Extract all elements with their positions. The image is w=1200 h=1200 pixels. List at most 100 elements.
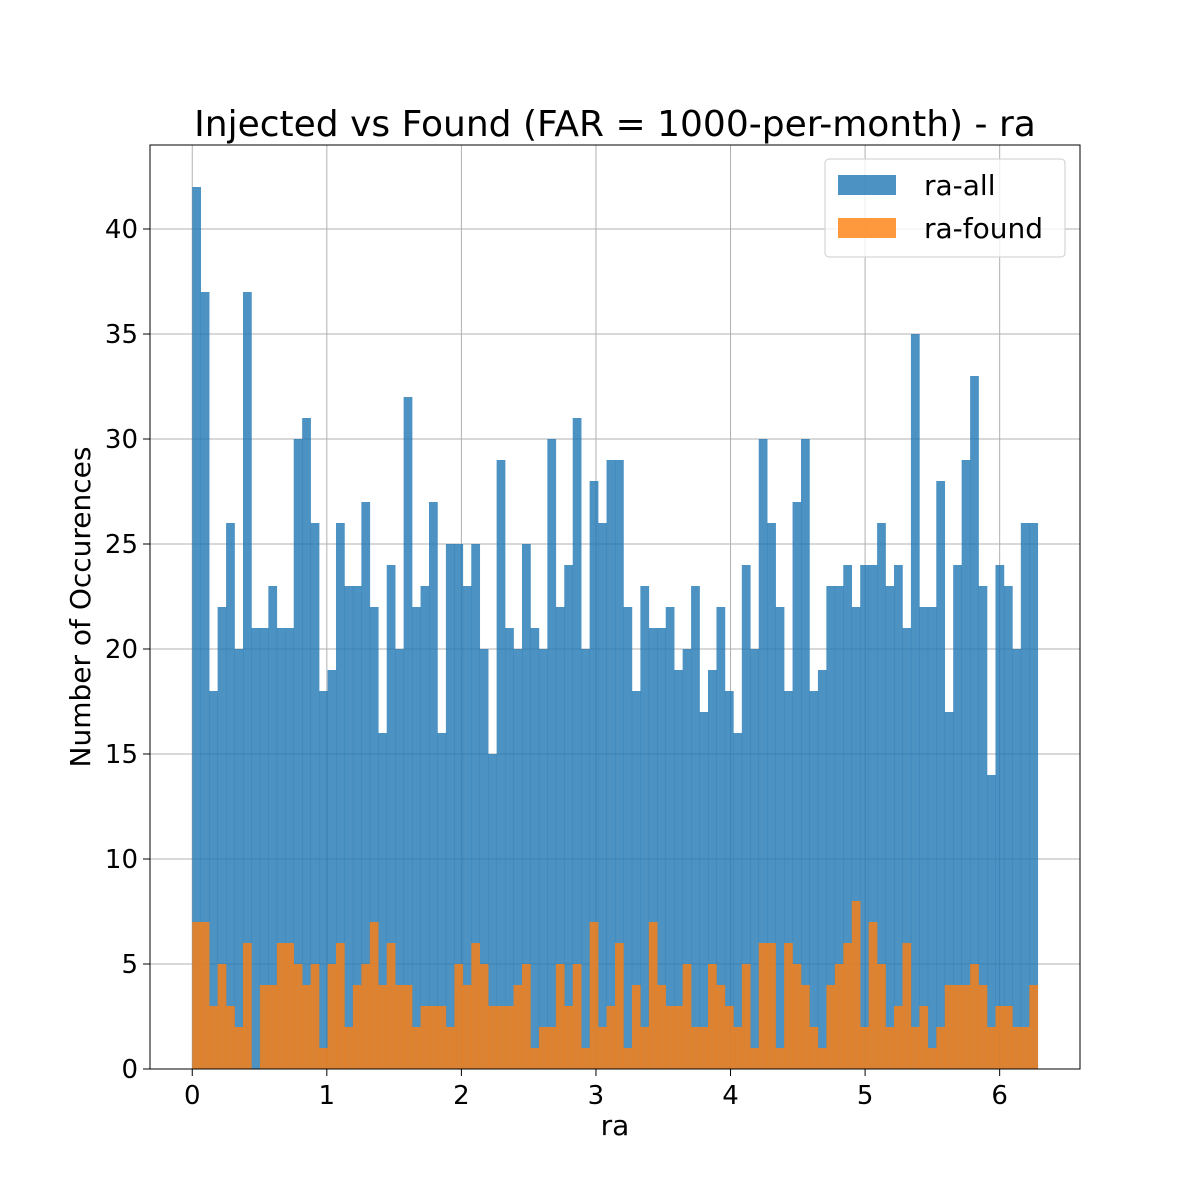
y-tick-label: 30 xyxy=(105,425,138,455)
bar-ra-found xyxy=(758,943,768,1069)
bar-ra-found xyxy=(217,964,227,1069)
bar-ra-all xyxy=(758,439,768,1069)
bar-ra-found xyxy=(454,964,464,1069)
bar-ra-all xyxy=(615,460,624,1069)
bar-ra-all xyxy=(1012,649,1022,1069)
bar-ra-all xyxy=(708,670,717,1069)
bar-ra-all xyxy=(488,754,497,1069)
x-axis-label: ra xyxy=(601,1109,630,1142)
bar-ra-found xyxy=(564,1006,574,1069)
bar-ra-found xyxy=(978,985,988,1069)
legend-swatch-found xyxy=(838,218,896,238)
bar-ra-found xyxy=(234,1027,244,1069)
bar-ra-all xyxy=(970,376,979,1069)
bar-ra-all xyxy=(936,481,946,1069)
bar-ra-all xyxy=(987,775,996,1069)
bar-ra-all xyxy=(665,607,675,1069)
bar-ra-found xyxy=(910,1027,920,1069)
bar-ra-all xyxy=(437,733,447,1069)
bar-ra-found xyxy=(868,922,878,1069)
bar-ra-all xyxy=(268,586,278,1069)
bar-ra-found xyxy=(843,943,853,1069)
bar-ra-found xyxy=(767,943,776,1069)
bar-ra-all xyxy=(953,565,962,1069)
bar-ra-found xyxy=(428,1006,438,1069)
bar-ra-found xyxy=(335,943,345,1069)
bar-ra-all xyxy=(657,628,667,1069)
bar-ra-all xyxy=(682,649,692,1069)
bar-ra-all xyxy=(919,607,929,1069)
bar-ra-found xyxy=(327,964,337,1069)
bar-ra-all xyxy=(386,565,396,1069)
bar-ra-found xyxy=(513,985,523,1069)
bar-ra-all xyxy=(741,565,751,1069)
bar-ra-all xyxy=(902,628,912,1069)
bar-ra-all xyxy=(910,334,920,1069)
bar-ra-all xyxy=(826,586,836,1069)
bar-ra-found xyxy=(944,985,954,1069)
bar-ra-found xyxy=(538,1027,548,1069)
bar-ra-found xyxy=(801,985,810,1069)
bar-ra-found xyxy=(505,1006,514,1069)
bar-ra-found xyxy=(970,964,979,1069)
bar-ra-all xyxy=(801,439,810,1069)
x-axis: 0 1 2 3 4 5 6 xyxy=(184,1069,1008,1111)
bar-ra-found xyxy=(919,1006,929,1069)
bar-ra-found xyxy=(471,943,481,1069)
bar-ra-found xyxy=(555,964,565,1069)
bar-ra-found xyxy=(242,943,252,1069)
bar-ra-found xyxy=(809,1027,819,1069)
bar-ra-found xyxy=(479,964,489,1069)
bar-ra-found xyxy=(987,1027,996,1069)
bar-ra-all xyxy=(521,544,531,1069)
legend-swatch-all xyxy=(838,175,896,195)
bar-ra-found xyxy=(792,964,802,1069)
bar-ra-all xyxy=(420,586,430,1069)
bar-ra-all xyxy=(784,691,793,1069)
x-tick-label: 0 xyxy=(184,1081,201,1111)
bar-ra-all xyxy=(724,691,734,1069)
bar-ra-all xyxy=(369,607,379,1069)
bar-ra-all xyxy=(885,586,895,1069)
bar-ra-all xyxy=(285,628,295,1069)
bar-ra-found xyxy=(268,985,278,1069)
bar-ra-all xyxy=(344,586,354,1069)
bar-ra-all xyxy=(944,712,954,1069)
bar-ra-found xyxy=(724,1006,734,1069)
bar-ra-found xyxy=(361,964,371,1069)
bar-ra-found xyxy=(623,1048,633,1069)
bar-ra-found xyxy=(877,964,886,1069)
y-tick-label: 10 xyxy=(105,845,138,875)
y-tick-label: 25 xyxy=(105,530,138,560)
y-tick-label: 5 xyxy=(121,950,138,980)
bar-ra-all xyxy=(978,586,988,1069)
bar-ra-found xyxy=(192,922,202,1069)
bar-ra-all xyxy=(851,607,861,1069)
bar-ra-found xyxy=(386,943,396,1069)
bar-ra-found xyxy=(953,985,962,1069)
bar-ra-found xyxy=(1003,1006,1013,1069)
bar-ra-found xyxy=(834,964,844,1069)
bar-ra-found xyxy=(462,985,472,1069)
legend: ra-all ra-found xyxy=(824,158,1066,258)
bar-ra-found xyxy=(648,922,658,1069)
bar-ra-found xyxy=(496,1006,506,1069)
y-axis: 0 5 10 15 20 25 30 35 40 xyxy=(105,215,150,1085)
y-tick-label: 0 xyxy=(121,1055,138,1085)
bar-ra-all xyxy=(868,565,878,1069)
bar-ra-found xyxy=(437,1006,447,1069)
bar-ra-all xyxy=(352,586,362,1069)
bar-ra-found xyxy=(1012,1027,1022,1069)
bar-ra-found xyxy=(733,1027,743,1069)
bar-ra-found xyxy=(1020,1027,1030,1069)
bar-ra-all xyxy=(496,460,506,1069)
bar-ra-found xyxy=(699,1027,709,1069)
bar-ra-found xyxy=(631,985,641,1069)
bar-ra-found xyxy=(259,985,269,1069)
bar-ra-all xyxy=(1029,523,1039,1069)
bar-ra-all xyxy=(894,565,903,1069)
bar-ra-all xyxy=(479,649,489,1069)
bar-ra-all xyxy=(927,607,937,1069)
bar-ra-all xyxy=(843,565,853,1069)
y-tick-label: 35 xyxy=(105,320,138,350)
